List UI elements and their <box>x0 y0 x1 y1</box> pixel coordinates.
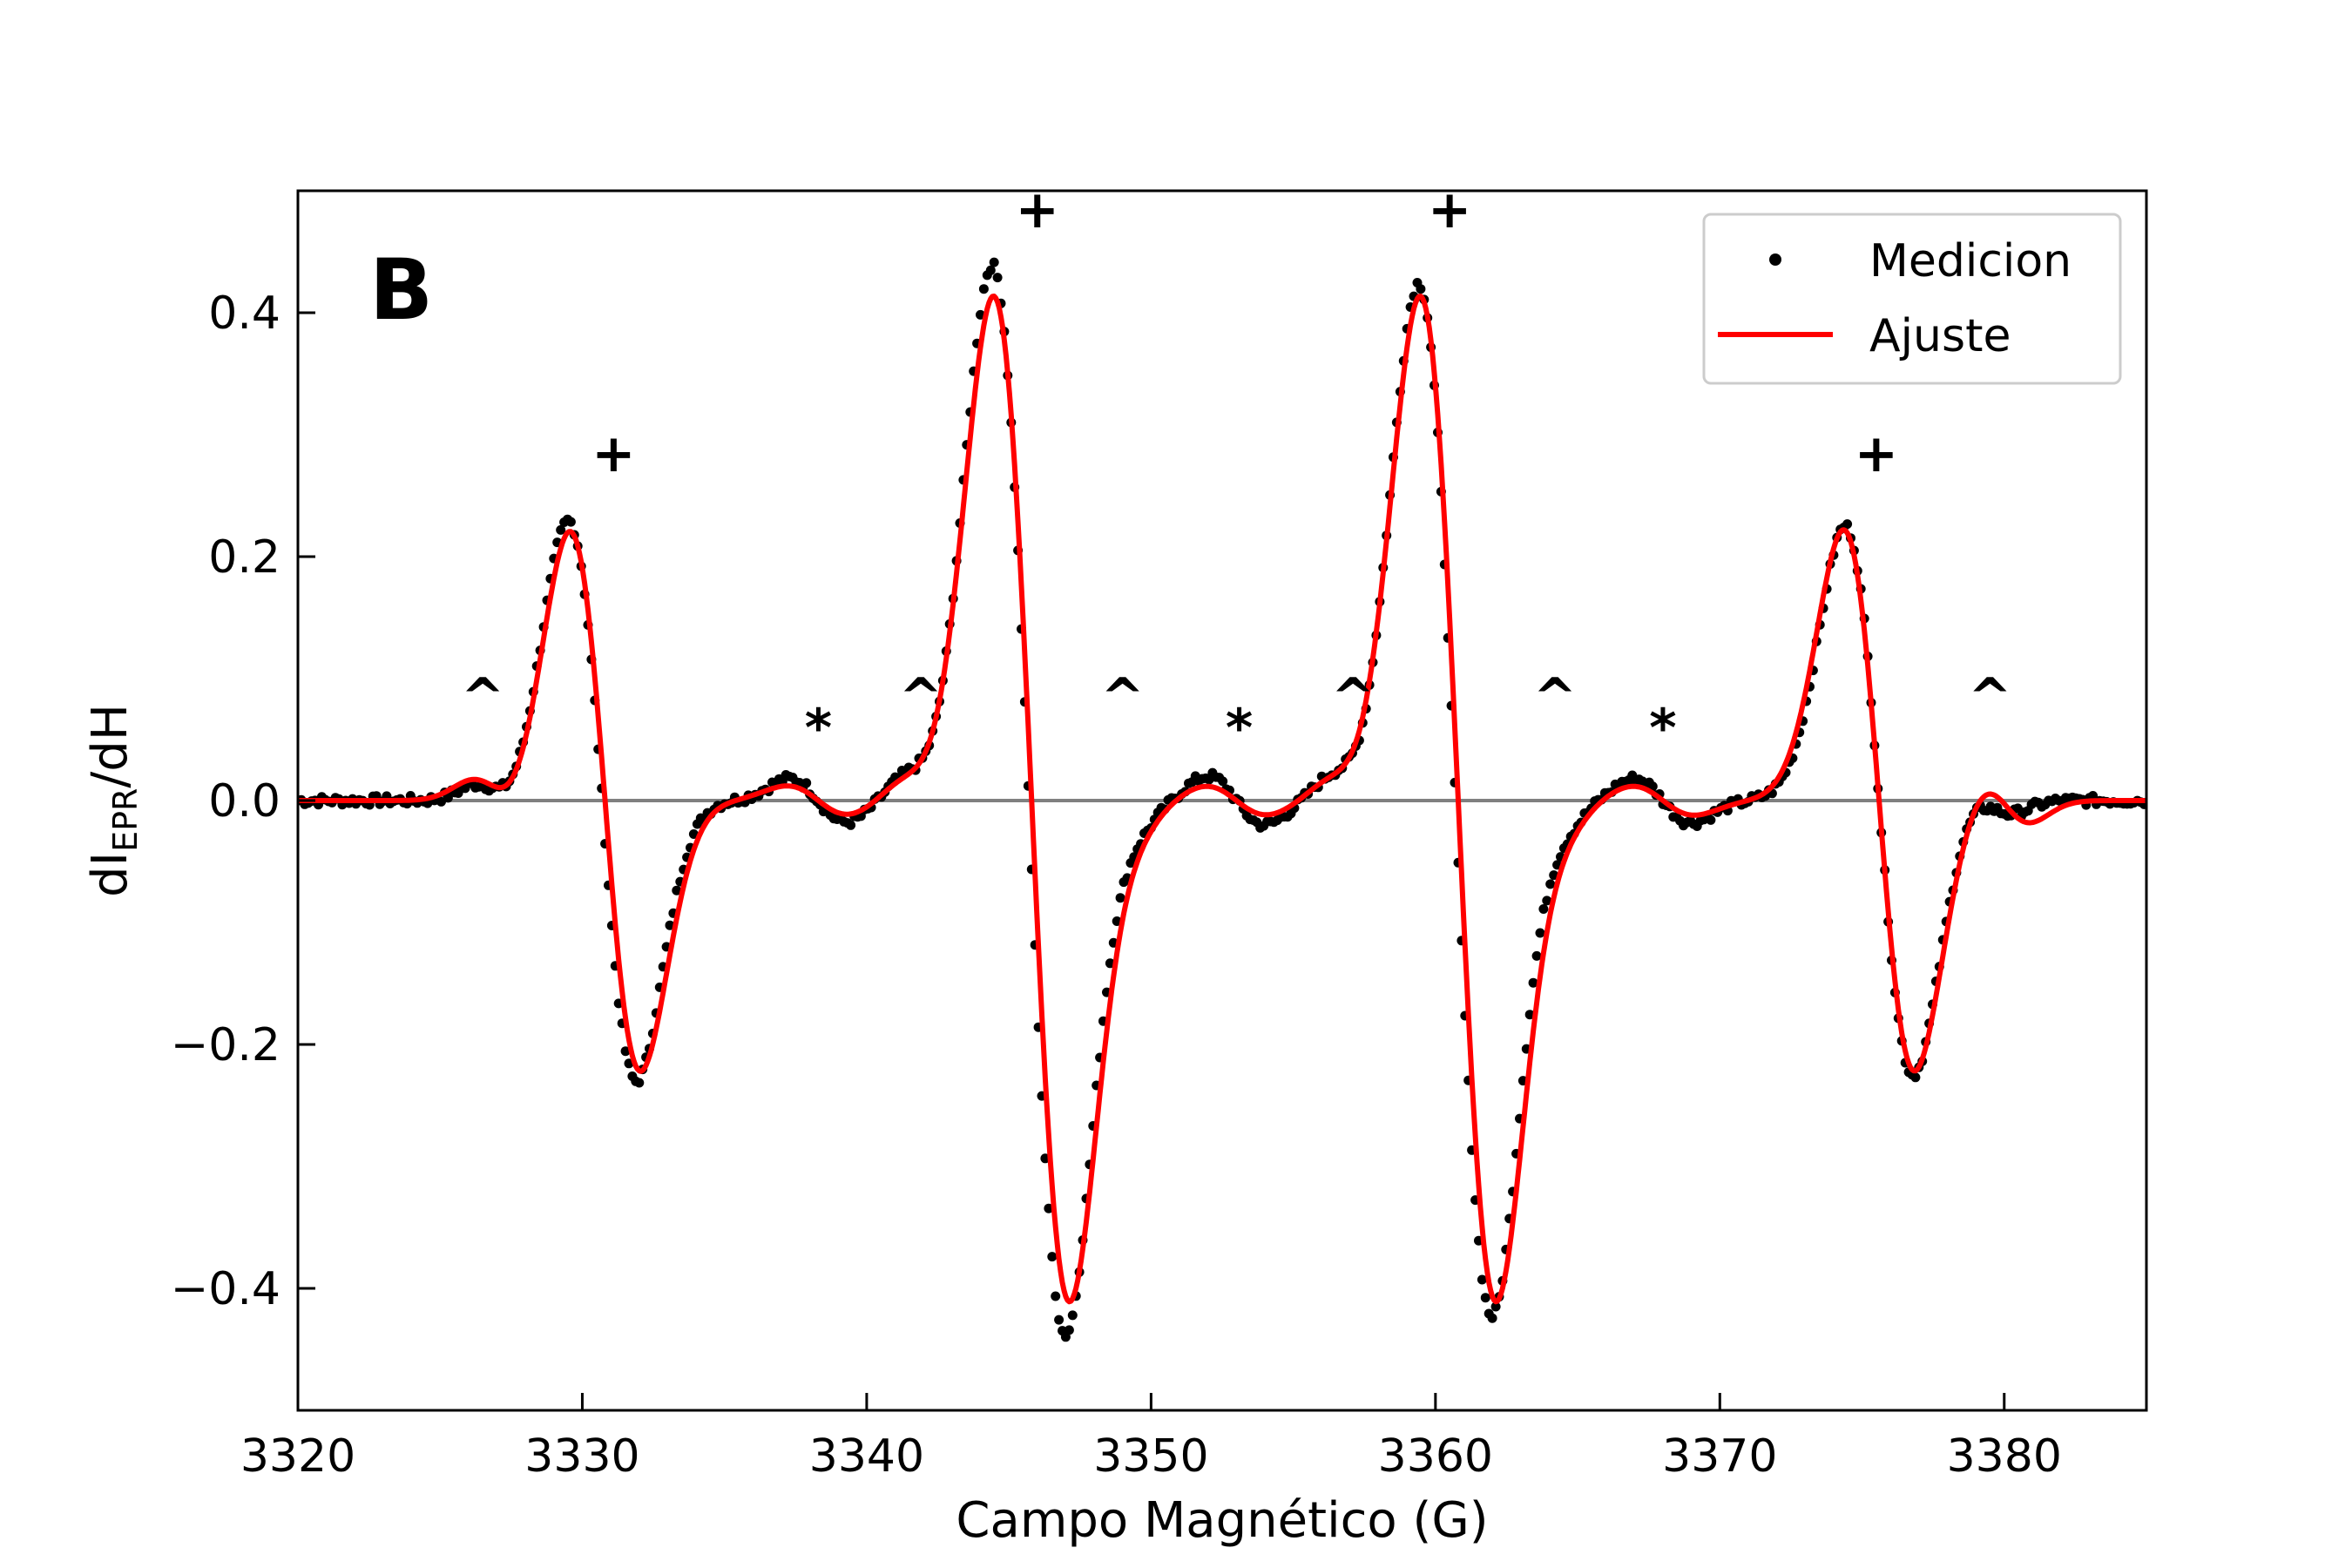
legend-dot-marker <box>1769 253 1781 266</box>
data-point <box>556 524 566 535</box>
y-axis-title: dIEPR/dH <box>82 704 145 897</box>
peak-marker: ^ <box>899 667 943 728</box>
data-point <box>672 885 682 896</box>
x-axis-ticks: 3320 3330 3340 3350 3360 3370 3380 <box>240 1393 2062 1483</box>
legend-label-medicion: Medicion <box>1869 235 2072 287</box>
x-axis-title: Campo Magnético (G) <box>956 1492 1488 1549</box>
data-point <box>846 820 856 830</box>
peak-annotations: + + + + ^ ^ ^ ^ ^ ^ * * * <box>461 179 2011 759</box>
data-point <box>1480 1293 1490 1303</box>
data-point <box>1054 1315 1064 1325</box>
peak-marker: ^ <box>1101 667 1145 728</box>
x-tick-label: 3350 <box>1093 1430 1208 1483</box>
data-point <box>1047 1252 1058 1262</box>
x-tick-label: 3330 <box>524 1430 639 1483</box>
y-axis-title-main: dI <box>82 852 139 897</box>
data-point <box>1218 776 1228 787</box>
series-ajuste <box>298 294 2146 1305</box>
data-point <box>1538 904 1549 914</box>
x-tick-label: 3380 <box>1947 1430 2062 1483</box>
data-point <box>634 1078 645 1088</box>
data-point <box>1487 1313 1497 1323</box>
data-point <box>985 265 996 275</box>
peak-marker: + <box>1428 179 1471 240</box>
legend-label-ajuste: Ajuste <box>1869 310 2011 362</box>
x-tick-label: 3360 <box>1378 1430 1493 1483</box>
data-point <box>1531 950 1542 961</box>
data-point <box>1910 1072 1921 1083</box>
legend-box <box>1702 213 2122 385</box>
peak-marker: ^ <box>1968 667 2011 728</box>
x-tick-label: 3320 <box>240 1430 355 1483</box>
data-point <box>1545 879 1556 889</box>
x-tick-label: 3340 <box>809 1430 924 1483</box>
panel-label: B <box>369 241 433 339</box>
data-point <box>620 1046 631 1057</box>
peak-marker: * <box>1226 698 1253 759</box>
data-point <box>1416 284 1426 294</box>
data-point <box>443 793 453 803</box>
data-point <box>978 284 989 294</box>
y-tick-label: −0.2 <box>171 1019 280 1071</box>
data-point <box>1490 1301 1501 1312</box>
data-point <box>1842 519 1853 530</box>
y-tick-label: 0.0 <box>208 775 280 828</box>
plot-area <box>298 257 2146 1342</box>
peak-marker: * <box>1649 698 1676 759</box>
data-point <box>989 257 999 267</box>
x-tick-label: 3370 <box>1662 1430 1777 1483</box>
peak-marker: + <box>591 423 635 484</box>
data-point <box>1115 893 1125 903</box>
peak-marker: + <box>1016 179 1059 240</box>
peak-marker: ^ <box>1331 667 1375 728</box>
y-axis-title-subscript: EPR <box>106 788 145 852</box>
y-tick-label: −0.4 <box>171 1263 280 1315</box>
y-tick-label: 0.2 <box>208 531 280 584</box>
data-point <box>1064 1325 1074 1335</box>
data-point <box>1524 1010 1535 1020</box>
data-point <box>1067 1310 1078 1321</box>
y-tick-label: 0.4 <box>208 287 280 340</box>
data-point <box>1706 814 1716 825</box>
y-axis-ticks: −0.4 −0.2 0.0 0.2 0.4 <box>171 287 315 1315</box>
data-point <box>1051 1291 1061 1301</box>
data-point <box>1477 1274 1487 1285</box>
peak-marker: * <box>805 698 832 759</box>
data-point <box>2088 791 2099 801</box>
peak-marker: ^ <box>461 667 504 728</box>
data-point <box>1528 977 1538 988</box>
y-axis-title-tail: /dH <box>82 704 139 788</box>
data-point <box>1535 928 1545 938</box>
data-point <box>1542 896 1552 906</box>
data-point <box>992 273 1003 283</box>
data-point <box>801 778 812 788</box>
peak-marker: ^ <box>1533 667 1577 728</box>
peak-marker: + <box>1855 423 1898 484</box>
legend: Medicion Ajuste <box>1702 213 2122 385</box>
data-point <box>565 517 576 527</box>
